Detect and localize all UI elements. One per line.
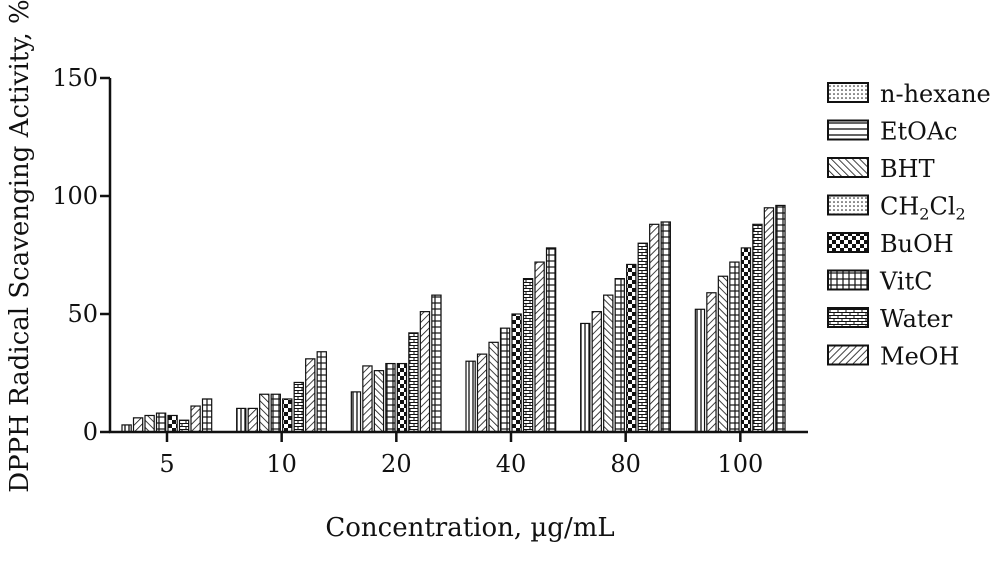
legend-label: n-hexane <box>880 80 991 108</box>
bar-20-5 <box>396 362 408 433</box>
bar-5-3 <box>144 414 155 433</box>
legend-swatch <box>827 194 869 216</box>
legend-swatch <box>827 269 869 291</box>
bar-80-4 <box>614 278 625 433</box>
x-tick-label: 10 <box>266 450 297 478</box>
x-tick-label: 80 <box>610 450 641 478</box>
bar-100-4 <box>729 261 740 433</box>
bar-80-7 <box>649 223 660 433</box>
bar-10-4 <box>270 393 281 433</box>
bar-40-6 <box>522 278 534 433</box>
bar-20-7 <box>419 311 431 433</box>
bar-10-8 <box>316 351 327 433</box>
legend-label: VitC <box>879 268 933 296</box>
bar-20-2 <box>362 365 373 433</box>
bar-80-2 <box>591 311 602 433</box>
x-axis-title: Concentration, µg/mL <box>325 513 614 543</box>
legend-label: EtOAc <box>880 118 958 146</box>
bar-5-6 <box>178 419 190 433</box>
y-tick-label: 0 <box>83 418 98 446</box>
bar-40-1 <box>465 360 476 433</box>
bar-10-3 <box>259 393 270 433</box>
bar-20-4 <box>385 362 396 433</box>
legend-swatch <box>827 119 869 141</box>
legend-label: BuOH <box>880 230 954 258</box>
legend-label: BHT <box>880 155 935 183</box>
bar-20-6 <box>408 332 419 433</box>
bar-5-7 <box>190 405 201 433</box>
bar-5-2 <box>132 417 144 433</box>
bar-10-2 <box>247 407 258 433</box>
bar-100-1 <box>694 308 706 433</box>
bar-10-7 <box>305 358 316 433</box>
legend-swatch <box>827 344 869 366</box>
bar-80-5 <box>626 263 637 433</box>
bar-80-8 <box>660 221 671 433</box>
bar-100-5 <box>740 247 752 433</box>
legend-swatch <box>827 82 869 103</box>
bar-80-1 <box>580 322 591 433</box>
bar-100-7 <box>763 207 775 433</box>
bar-5-8 <box>201 398 213 433</box>
axes-group: 0 50 100 150 5 10 20 40 80 100 <box>52 64 808 478</box>
x-tick-label: 100 <box>717 450 763 478</box>
bar-40-5 <box>511 313 522 433</box>
bar-80-6 <box>637 242 648 433</box>
legend-label: CH2Cl2 <box>880 193 966 224</box>
bar-40-7 <box>534 261 545 433</box>
bar-100-2 <box>706 292 717 433</box>
bar-20-1 <box>350 391 362 433</box>
y-tick-label: 150 <box>52 64 98 92</box>
y-axis-title: DPPH Radical Scavenging Activity, % <box>5 0 35 493</box>
legend-swatch <box>827 307 869 328</box>
legend-label: Water <box>880 305 953 333</box>
bar-80-3 <box>603 294 614 433</box>
bars-group <box>121 204 786 433</box>
legend-swatch <box>827 232 869 253</box>
bar-10-5 <box>282 398 293 433</box>
x-tick-label: 40 <box>496 450 527 478</box>
x-tick-label: 5 <box>159 450 174 478</box>
bar-10-6 <box>293 381 304 433</box>
bar-100-3 <box>717 275 729 433</box>
y-tick-label: 50 <box>67 300 98 328</box>
bar-10-1 <box>236 407 247 433</box>
bar-40-4 <box>499 327 511 433</box>
legend-swatch <box>827 157 869 178</box>
x-tick-label: 20 <box>381 450 412 478</box>
bar-5-4 <box>155 412 167 433</box>
bar-5-5 <box>167 414 178 433</box>
legend-label: MeOH <box>880 343 959 371</box>
bar-20-3 <box>373 370 385 433</box>
bar-100-6 <box>752 223 763 433</box>
legend: n-hexane EtOAc BHT CH2Cl2 BuOH VitC Water MeOH <box>827 80 991 371</box>
bar-20-8 <box>431 294 442 433</box>
y-tick-label: 100 <box>52 182 98 210</box>
bar-40-2 <box>476 353 488 433</box>
bar-100-8 <box>775 204 786 433</box>
bar-40-3 <box>488 341 499 433</box>
bar-40-8 <box>545 247 557 433</box>
